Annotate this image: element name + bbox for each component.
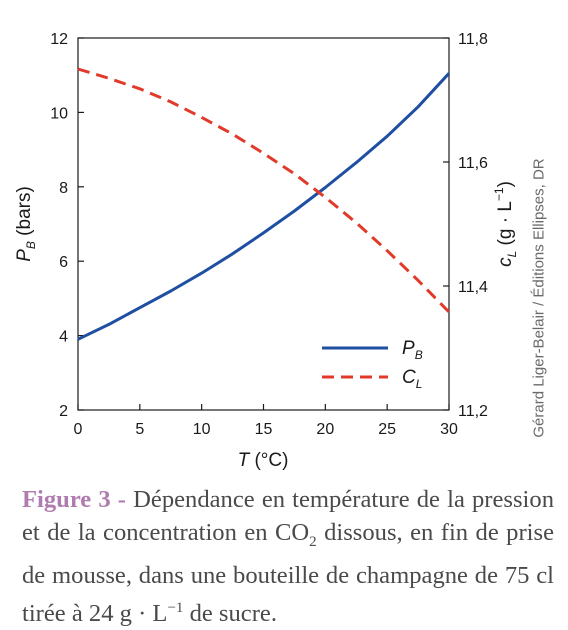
right-y-axis-label: cL (g · L−1) [492,181,519,267]
caption-text-1: Dépendance en température de la pression… [22,486,554,546]
photo-credit: Gérard Liger-Belair / Éditions Ellipses,… [530,158,548,438]
left-y-axis-label: PB (bars) [14,186,38,262]
right-y-tick-label: 11,2 [458,403,488,420]
x-tick-label: 0 [74,421,83,438]
left-y-tick-label: 12 [50,31,68,48]
x-tick-label: 25 [378,421,396,438]
right-y-axis-ticks: 11,2 11,4 11,6 11,8 [443,31,488,420]
left-y-axis-ticks: 2 4 6 8 10 12 [50,31,84,420]
right-y-tick-label: 11,4 [458,279,488,296]
x-tick-label: 30 [440,421,458,438]
x-tick-label: 20 [316,421,334,438]
right-y-tick-label: 11,6 [458,155,488,172]
caption-text-2: dissous, en fin de prise de mousse, dans… [22,519,554,628]
left-y-tick-label: 6 [59,254,68,271]
series-layer [77,67,451,341]
legend: PB CL [322,338,423,391]
legend-label-pb: PB [402,338,423,362]
x-tick-label: 15 [255,421,273,438]
left-y-tick-label: 8 [59,180,68,197]
series-line-cl [77,67,451,314]
x-tick-label: 10 [193,421,211,438]
figure-label: Figure 3 - [22,486,126,513]
left-y-tick-label: 4 [59,329,68,346]
figure-caption: Figure 3 - Dépendance en température de … [22,483,554,630]
left-y-tick-label: 10 [50,105,68,122]
legend-label-cl: CL [402,367,422,391]
plot-frame [77,37,450,411]
x-axis-ticks: 0 5 10 15 20 25 30 [74,404,458,438]
caption-superscript: −1 [167,599,184,616]
series-line-pb [77,72,451,341]
caption-subscript: 2 [309,533,317,550]
x-tick-label: 5 [135,421,144,438]
x-axis-label: T (°C) [238,450,289,471]
left-y-tick-label: 2 [59,403,68,420]
caption-text-3: de sucre. [183,600,277,628]
chart: 0 5 10 15 20 25 30 2 4 6 8 10 12 11,2 11,4 11,6 11,8 T… [14,31,519,471]
right-y-tick-label: 11,8 [458,31,488,48]
